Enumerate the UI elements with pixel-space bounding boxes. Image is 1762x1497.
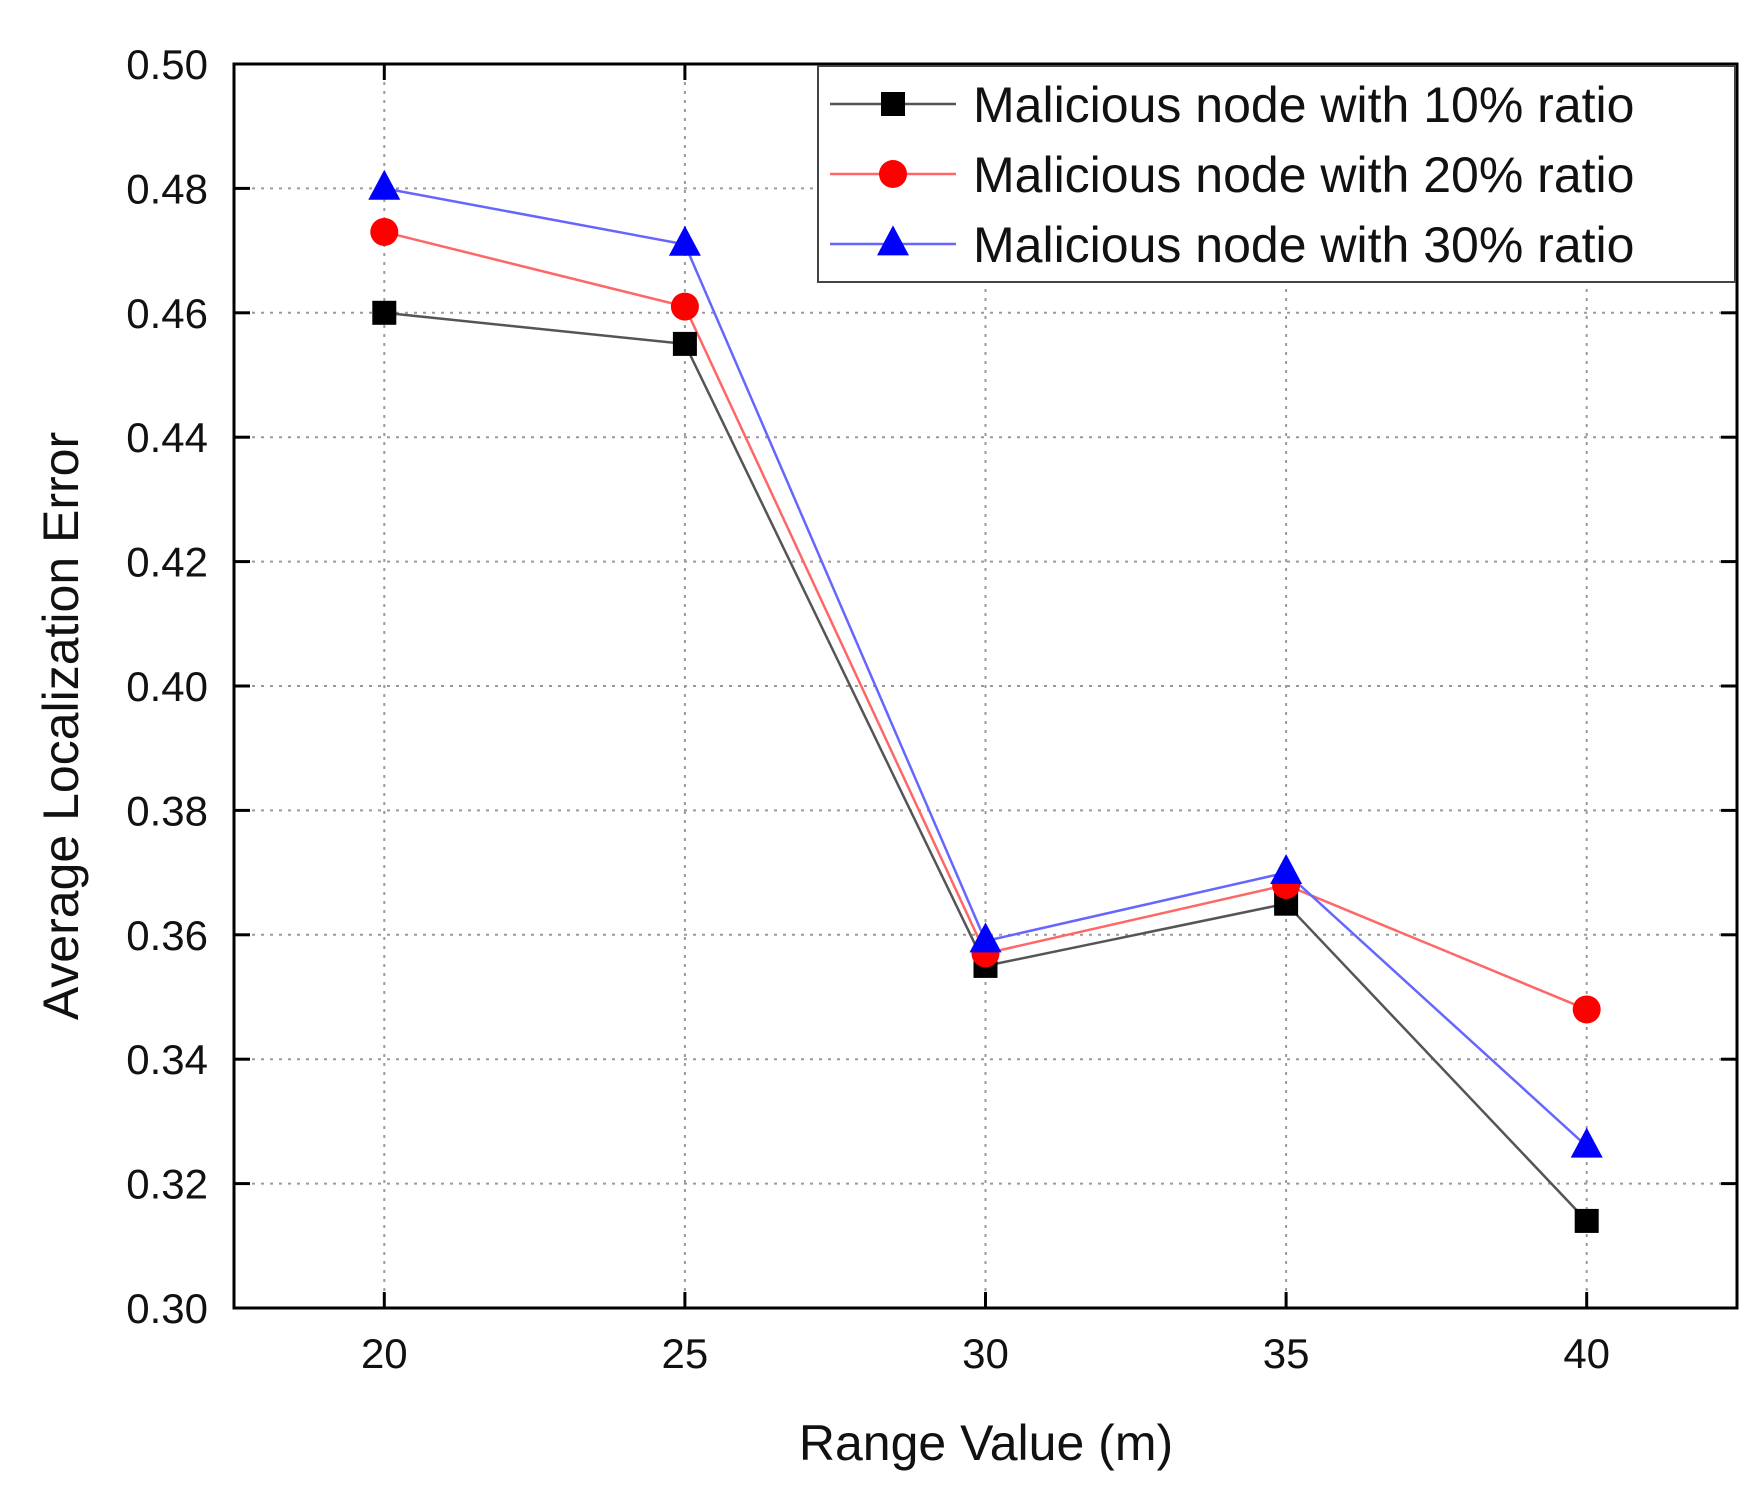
legend-label-2: Malicious node with 20% ratio [973,147,1634,203]
tick-labels: 20 25 30 35 40 0.30 0.32 0.34 0.36 0.38 0.40 0.42 0.… [126,41,1610,1377]
legend-label-3: Malicious node with 30% ratio [973,217,1634,273]
series-2-point [1572,995,1601,1024]
x-tick-label: 30 [962,1330,1009,1377]
series-1-point [672,331,697,356]
x-tick-label: 20 [361,1330,408,1377]
legend: Malicious node with 10% ratio Malicious n… [817,65,1736,283]
y-tick-label: 0.40 [126,663,208,710]
legend-marker-2 [879,160,907,188]
y-tick-label: 0.48 [126,165,208,212]
y-tick-label: 0.46 [126,290,208,337]
series-1-point [1574,1208,1599,1233]
data-markers [368,169,1603,1233]
y-tick-label: 0.30 [126,1285,208,1332]
y-tick-label: 0.34 [126,1036,208,1083]
y-tick-label: 0.42 [126,539,208,586]
x-tick-label: 40 [1563,1330,1610,1377]
series-2-point [670,292,699,321]
legend-marker-3 [877,225,909,256]
legend-label-1: Malicious node with 10% ratio [973,77,1634,133]
legend-box [817,65,1736,283]
series-2-point [370,217,399,246]
series-3-point [1270,854,1303,884]
x-tick-label: 25 [662,1330,709,1377]
series-3-point [668,225,701,256]
y-tick-label: 0.32 [126,1161,208,1208]
y-tick-label: 0.38 [126,787,208,834]
series-3-point [368,169,401,200]
series-3-point [969,922,1002,953]
y-axis-title: Average Localization Error [33,432,89,1020]
y-tick-label: 0.36 [126,912,208,959]
x-tick-label: 35 [1263,1330,1310,1377]
legend-marker-1 [881,92,905,116]
series-1-point [372,300,397,325]
y-tick-label: 0.50 [126,41,208,88]
y-tick-label: 0.44 [126,414,208,461]
series-3-point [1570,1127,1603,1158]
x-axis-title: Range Value (m) [799,1415,1173,1471]
